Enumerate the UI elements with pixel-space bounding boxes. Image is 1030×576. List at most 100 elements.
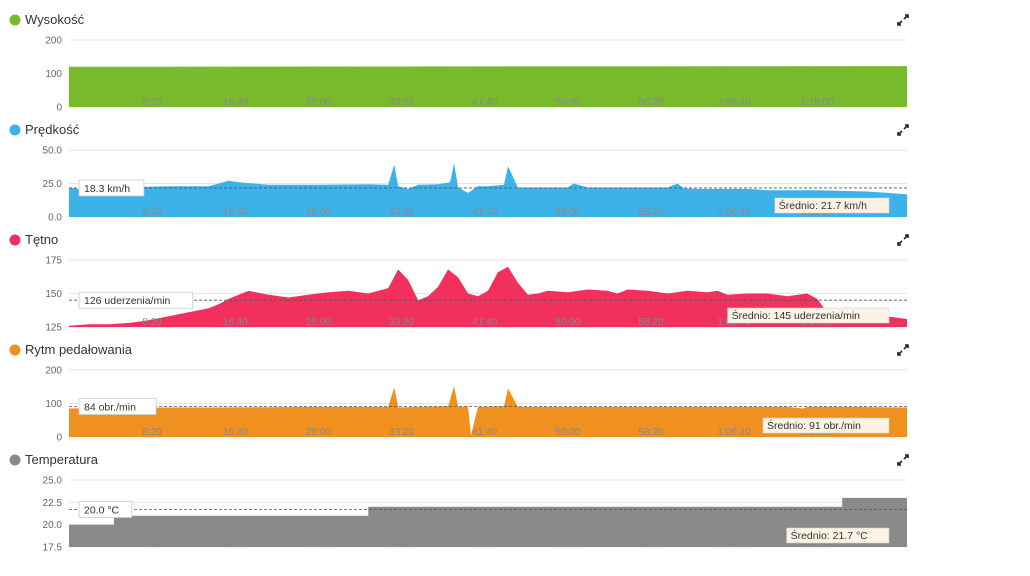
predkosc-cursor-label-text: 18.3 km/h	[84, 183, 130, 195]
temperatura-xtick-label: 41:40	[472, 537, 497, 548]
panel-tetno: Tętno 125 150 175 8:20 16:40 25:00 33:20 41:40 50…	[9, 232, 909, 334]
temperatura-cursor-label-box	[78, 501, 133, 518]
predkosc-ytick-label: 50.0	[43, 146, 63, 157]
predkosc-xtick-label: 8:20	[142, 207, 162, 218]
rytm-pedalowania-cursor-label: 84 obr./min	[78, 398, 157, 415]
rytm-pedalowania-series-area	[69, 386, 907, 437]
tetno-average-label: Średnio: 145 uderzenia/min	[727, 307, 890, 324]
temperatura-ytick-label: 20.0	[43, 520, 63, 531]
expand-icon[interactable]	[897, 454, 909, 466]
expand-icon[interactable]	[897, 124, 909, 136]
temperatura-xtick-label: 1:06:40	[717, 537, 751, 548]
predkosc-average-label: Średnio: 21.7 km/h	[774, 197, 890, 214]
temperatura-xtick-label: 8:20	[142, 537, 162, 548]
expand-icon-arrow	[903, 234, 909, 240]
predkosc-xtick-label: 58:20	[638, 207, 663, 218]
predkosc-ytick-label: 0.0	[48, 213, 62, 224]
panel-rytm-pedalowania: Rytm pedałowania 0 100 200 8:20 16:40 25:00 33:…	[9, 342, 909, 444]
tetno-ytick-label: 125	[45, 323, 62, 334]
predkosc-xtick-label: 1:06:40	[717, 207, 751, 218]
tetno-xtick-label: 25:00	[306, 317, 331, 328]
wysokosc-xtick-label: 16:40	[223, 97, 248, 108]
wysokosc-title: Wysokość	[25, 12, 85, 27]
predkosc-average-label-box	[774, 197, 890, 214]
tetno-ytick-label: 150	[45, 289, 62, 300]
tetno-xtick-label: 16:40	[223, 317, 248, 328]
rytm-pedalowania-xtick-label: 33:20	[389, 427, 414, 438]
rytm-pedalowania-ytick-label: 200	[45, 366, 62, 377]
expand-icon-arrow	[897, 20, 903, 26]
predkosc-series-area	[69, 163, 907, 217]
wysokosc-xtick-label: 8:20	[142, 97, 162, 108]
tetno-xtick-label: 8:20	[142, 317, 162, 328]
expand-icon[interactable]	[897, 14, 909, 26]
predkosc-average-label-text: Średnio: 21.7 km/h	[779, 199, 867, 212]
rytm-pedalowania-xtick-label: 25:00	[306, 427, 331, 438]
predkosc-xtick-label: 41:40	[472, 207, 497, 218]
temperatura-xtick-label: 16:40	[223, 537, 248, 548]
tetno-xtick-label: 50:00	[555, 317, 580, 328]
tetno-cursor-label: 126 uderzenia/min	[78, 291, 194, 309]
temperatura-cursor-label-text: 20.0 °C	[84, 504, 120, 516]
temperatura-xtick-label: 50:00	[555, 537, 580, 548]
tetno-average-label-box	[727, 307, 890, 324]
expand-icon[interactable]	[897, 234, 909, 246]
panel-predkosc: Prędkość 0.0 25.0 50.0 8:20 16:40 25:00 33:20 41…	[9, 122, 909, 224]
rytm-pedalowania-title: Rytm pedałowania	[25, 342, 133, 357]
rytm-pedalowania-xtick-label: 58:20	[638, 427, 663, 438]
wysokosc-xtick-label: 58:20	[638, 97, 663, 108]
rytm-pedalowania-ytick-label: 0	[56, 433, 62, 444]
temperatura-ytick-label: 17.5	[43, 543, 63, 554]
wysokosc-xtick-label: 33:20	[389, 97, 414, 108]
rytm-pedalowania-legend-dot	[9, 344, 21, 356]
predkosc-legend-dot	[9, 124, 21, 136]
rytm-pedalowania-xtick-label: 1:06:40	[717, 427, 751, 438]
expand-icon-arrow	[897, 350, 903, 356]
tetno-cursor-label-text: 126 uderzenia/min	[84, 295, 171, 307]
wysokosc-ytick-label: 0	[56, 103, 62, 114]
wysokosc-xtick-label: 50:00	[555, 97, 580, 108]
wysokosc-xtick-label: 25:00	[306, 97, 331, 108]
temperatura-ytick-label: 22.5	[43, 498, 63, 509]
rytm-pedalowania-xtick-label: 8:20	[142, 427, 162, 438]
rytm-pedalowania-average-label-text: Średnio: 91 obr./min	[767, 419, 861, 432]
predkosc-xtick-label: 25:00	[306, 207, 331, 218]
rytm-pedalowania-cursor-label-text: 84 obr./min	[84, 402, 136, 414]
rytm-pedalowania-xtick-label: 41:40	[472, 427, 497, 438]
wysokosc-ytick-label: 200	[45, 36, 62, 47]
expand-icon-arrow	[897, 460, 903, 466]
rytm-pedalowania-average-label-box	[762, 417, 890, 434]
temperatura-legend-dot	[9, 454, 21, 466]
temperatura-xtick-label: 58:20	[638, 537, 663, 548]
temperatura-xtick-label: 33:20	[389, 537, 414, 548]
wysokosc-xtick-label: 1:06:40	[717, 97, 751, 108]
tetno-xtick-label: 58:20	[638, 317, 663, 328]
expand-icon-arrow	[897, 240, 903, 246]
expand-icon-arrow	[903, 14, 909, 20]
tetno-xtick-label: 41:40	[472, 317, 497, 328]
predkosc-cursor-label: 18.3 km/h	[78, 179, 145, 197]
predkosc-title: Prędkość	[25, 122, 80, 137]
expand-icon-arrow	[903, 124, 909, 130]
tetno-title: Tętno	[25, 232, 58, 247]
temperatura-title: Temperatura	[25, 452, 99, 467]
rytm-pedalowania-ytick-label: 100	[45, 399, 62, 410]
temperatura-average-label-text: Średnio: 21.7 °C	[791, 529, 869, 542]
panel-temperatura: Temperatura 17.5 20.0 22.5 25.0 8:20 16:40 25:0…	[9, 452, 909, 554]
wysokosc-xtick-label: 1:15:00	[801, 97, 835, 108]
rytm-pedalowania-cursor-label-box	[78, 398, 157, 415]
temperatura-cursor-label: 20.0 °C	[78, 501, 133, 518]
tetno-ytick-label: 175	[45, 256, 62, 267]
predkosc-xtick-label: 16:40	[223, 207, 248, 218]
expand-icon-arrow	[903, 344, 909, 350]
wysokosc-ytick-label: 100	[45, 69, 62, 80]
expand-icon[interactable]	[897, 344, 909, 356]
tetno-cursor-label-box	[78, 291, 194, 309]
rytm-pedalowania-average-label: Średnio: 91 obr./min	[762, 417, 890, 434]
temperatura-average-label: Średnio: 21.7 °C	[786, 527, 890, 544]
wysokosc-xtick-label: 41:40	[472, 97, 497, 108]
tetno-series-area	[69, 266, 907, 327]
tetno-xtick-label: 33:20	[389, 317, 414, 328]
rytm-pedalowania-xtick-label: 16:40	[223, 427, 248, 438]
